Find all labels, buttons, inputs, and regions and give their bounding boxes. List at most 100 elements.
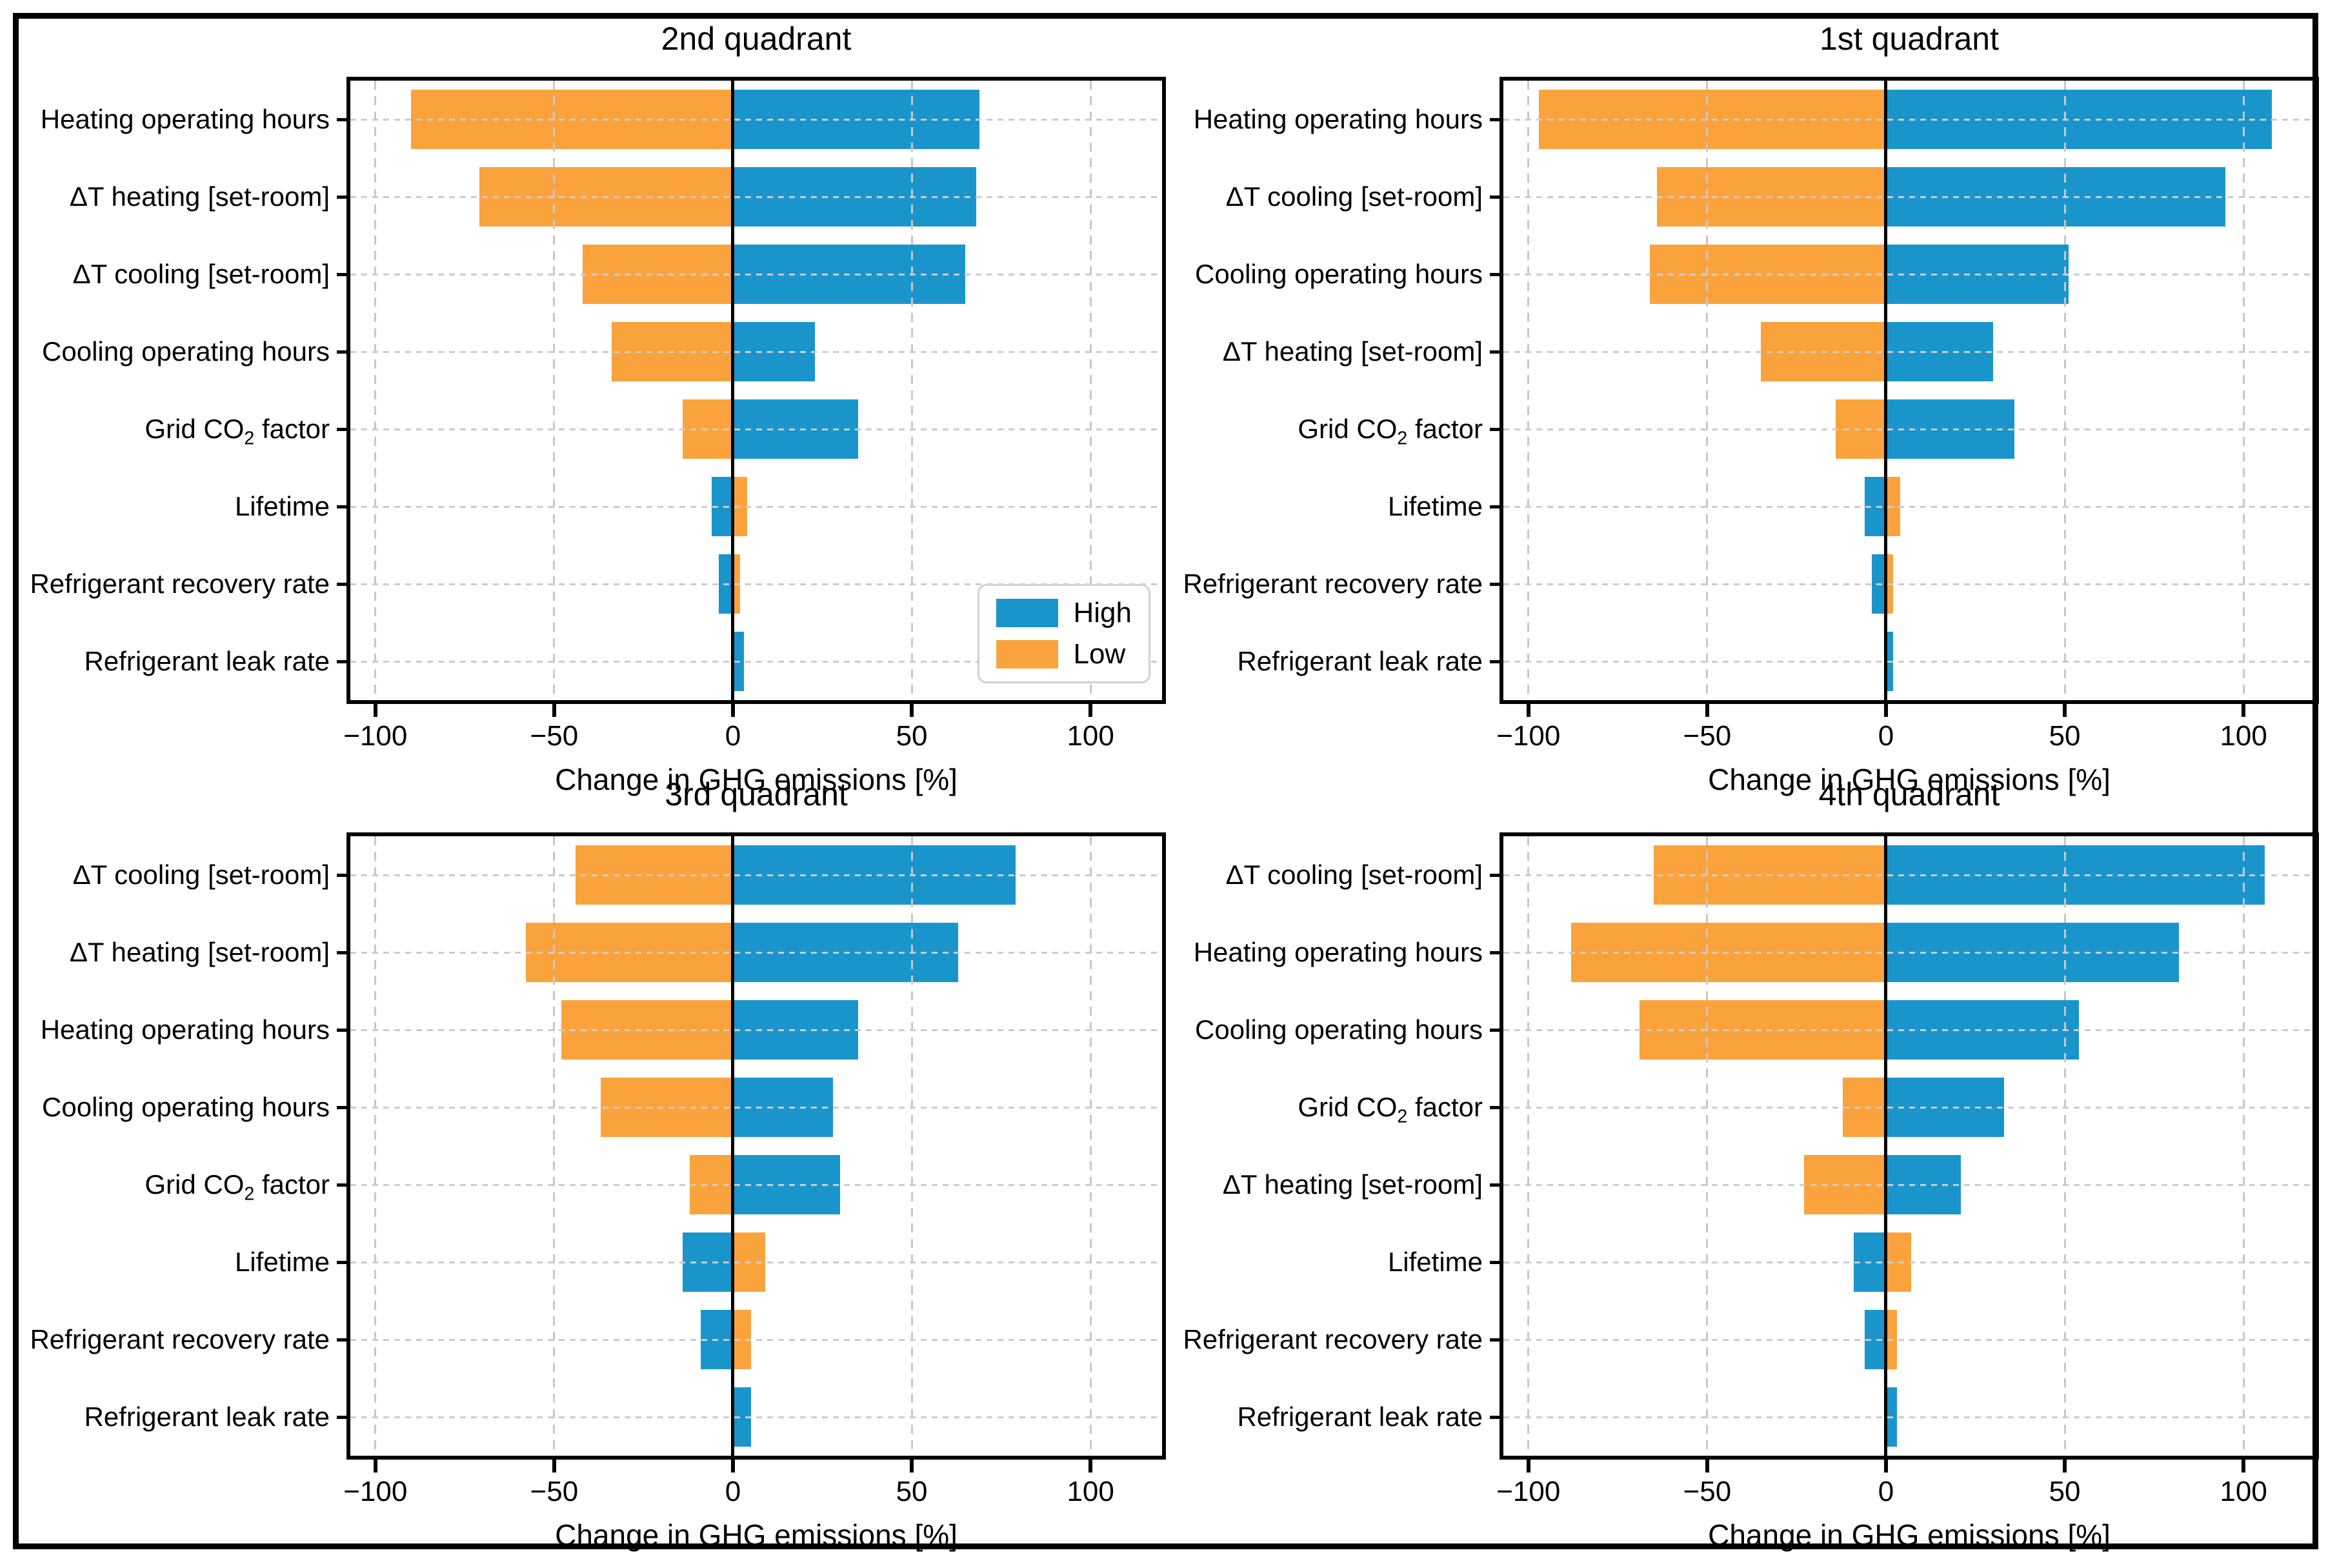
gridline-vertical	[2063, 81, 2066, 700]
x-axis-label: Change in GHG emissions [%]	[555, 1518, 958, 1552]
gridline-horizontal	[1503, 428, 2315, 430]
gridline-horizontal	[350, 350, 1162, 353]
y-category-label: Refrigerant recovery rate	[30, 1324, 330, 1354]
panel-title: 2nd quadrant	[661, 21, 852, 57]
y-category-label: ΔT cooling [set-room]	[1225, 181, 1483, 212]
y-category-label: Refrigerant leak rate	[84, 1402, 330, 1432]
x-tick-label: −50	[530, 720, 579, 752]
x-tick-label: 50	[896, 1476, 928, 1507]
x-tick-label: 100	[1067, 1476, 1114, 1507]
gridline-horizontal	[350, 1183, 1162, 1186]
x-tick-label: 100	[2220, 720, 2267, 752]
x-tick-label: 0	[725, 720, 741, 752]
y-tick-mark	[1490, 659, 1499, 663]
gridline-horizontal	[350, 1029, 1162, 1031]
x-tick-label: −50	[530, 1476, 579, 1507]
y-category-label: Cooling operating hours	[1195, 259, 1483, 289]
x-axis-label: Change in GHG emissions [%]	[555, 763, 958, 796]
y-tick-mark	[1490, 950, 1499, 954]
x-tick-label: 100	[2220, 1476, 2267, 1507]
panel-title: 4th quadrant	[1818, 776, 2000, 812]
y-tick-mark	[1490, 1338, 1499, 1342]
x-tick-mark	[910, 704, 914, 717]
gridline-horizontal	[350, 196, 1162, 198]
zero-line	[1884, 836, 1888, 1456]
x-axis-label: Change in GHG emissions [%]	[1708, 1518, 2111, 1552]
legend-swatch-high	[996, 599, 1058, 627]
y-category-label: Lifetime	[1387, 1247, 1483, 1277]
y-tick-mark	[337, 659, 346, 663]
x-tick-mark	[552, 704, 556, 717]
gridline-vertical	[2063, 836, 2066, 1456]
x-tick-label: −100	[343, 1476, 408, 1507]
x-tick-mark	[2063, 704, 2067, 717]
y-category-label: Cooling operating hours	[1195, 1014, 1483, 1045]
x-tick-mark	[2242, 704, 2246, 717]
gridline-horizontal	[350, 505, 1162, 508]
y-tick-mark	[337, 505, 346, 508]
gridline-horizontal	[350, 1338, 1162, 1341]
x-tick-label: −100	[1496, 1476, 1561, 1507]
gridline-vertical	[1527, 81, 1530, 700]
x-tick-mark	[373, 1460, 377, 1473]
legend-entry-low: Low	[996, 639, 1132, 670]
gridline-horizontal	[350, 874, 1162, 876]
y-category-label: Lifetime	[234, 1247, 330, 1277]
y-category-label: Refrigerant leak rate	[1237, 646, 1483, 676]
x-tick-label: −100	[343, 720, 408, 752]
x-tick-label: 100	[1067, 720, 1114, 752]
gridline-horizontal	[350, 1106, 1162, 1109]
y-tick-mark	[1490, 1183, 1499, 1187]
x-tick-label: −100	[1496, 720, 1561, 752]
y-category-label: Grid CO2 factor	[145, 414, 330, 449]
y-category-label: ΔT heating [set-room]	[69, 181, 330, 212]
gridline-vertical	[1706, 81, 1709, 700]
y-tick-mark	[1490, 350, 1499, 354]
x-tick-label: 50	[2049, 720, 2081, 752]
y-tick-mark	[337, 1260, 346, 1264]
y-category-label: Grid CO2 factor	[1298, 1092, 1483, 1127]
legend-label-high: High	[1073, 597, 1132, 628]
x-tick-mark	[1088, 704, 1093, 717]
gridline-vertical	[1706, 836, 1709, 1456]
gridline-horizontal	[350, 118, 1162, 121]
zero-line	[731, 836, 735, 1456]
gridline-vertical	[1089, 81, 1092, 700]
gridline-horizontal	[350, 428, 1162, 430]
y-tick-mark	[337, 1338, 346, 1342]
y-tick-mark	[1490, 427, 1499, 431]
y-tick-mark	[337, 272, 346, 276]
subplot-1st-quadrant: 1st quadrant Heating operating hours ΔT c…	[1183, 21, 2319, 796]
gridline-horizontal	[350, 660, 1162, 663]
x-tick-label: −50	[1683, 720, 1732, 752]
gridline-horizontal	[350, 1261, 1162, 1263]
y-tick-mark	[1490, 1028, 1499, 1032]
gridline-vertical	[553, 836, 556, 1456]
gridline-horizontal	[350, 273, 1162, 276]
gridline-horizontal	[1503, 350, 2315, 353]
y-category-label: Refrigerant leak rate	[84, 646, 330, 676]
gridline-horizontal	[350, 1416, 1162, 1418]
x-axis-label: Change in GHG emissions [%]	[1708, 763, 2111, 796]
y-category-label: Lifetime	[1387, 491, 1483, 521]
gridline-horizontal	[1503, 196, 2315, 198]
y-category-label: Heating operating hours	[1193, 937, 1483, 967]
subplot-2nd-quadrant: 2nd quadrant Heating operating hours ΔT h…	[30, 21, 1166, 796]
panel-title: 1st quadrant	[1820, 21, 1999, 57]
y-category-label: ΔT cooling [set-room]	[72, 259, 330, 289]
y-category-label: ΔT cooling [set-room]	[1225, 859, 1483, 890]
gridline-vertical	[910, 836, 913, 1456]
gridline-horizontal	[1503, 118, 2315, 121]
x-tick-mark	[1883, 704, 1888, 717]
y-category-label: Refrigerant leak rate	[1237, 1402, 1483, 1432]
gridline-horizontal	[1503, 1416, 2315, 1418]
subplot-3rd-quadrant: 3rd quadrant ΔT cooling [set-room] ΔT hea…	[30, 776, 1166, 1552]
gridline-horizontal	[1503, 951, 2315, 954]
y-category-label: ΔT heating [set-room]	[1222, 336, 1483, 367]
x-tick-label: −50	[1683, 1476, 1732, 1507]
gridline-horizontal	[1503, 1183, 2315, 1186]
y-tick-mark	[1490, 582, 1499, 586]
gridline-vertical	[553, 81, 556, 700]
gridline-horizontal	[1503, 1261, 2315, 1263]
